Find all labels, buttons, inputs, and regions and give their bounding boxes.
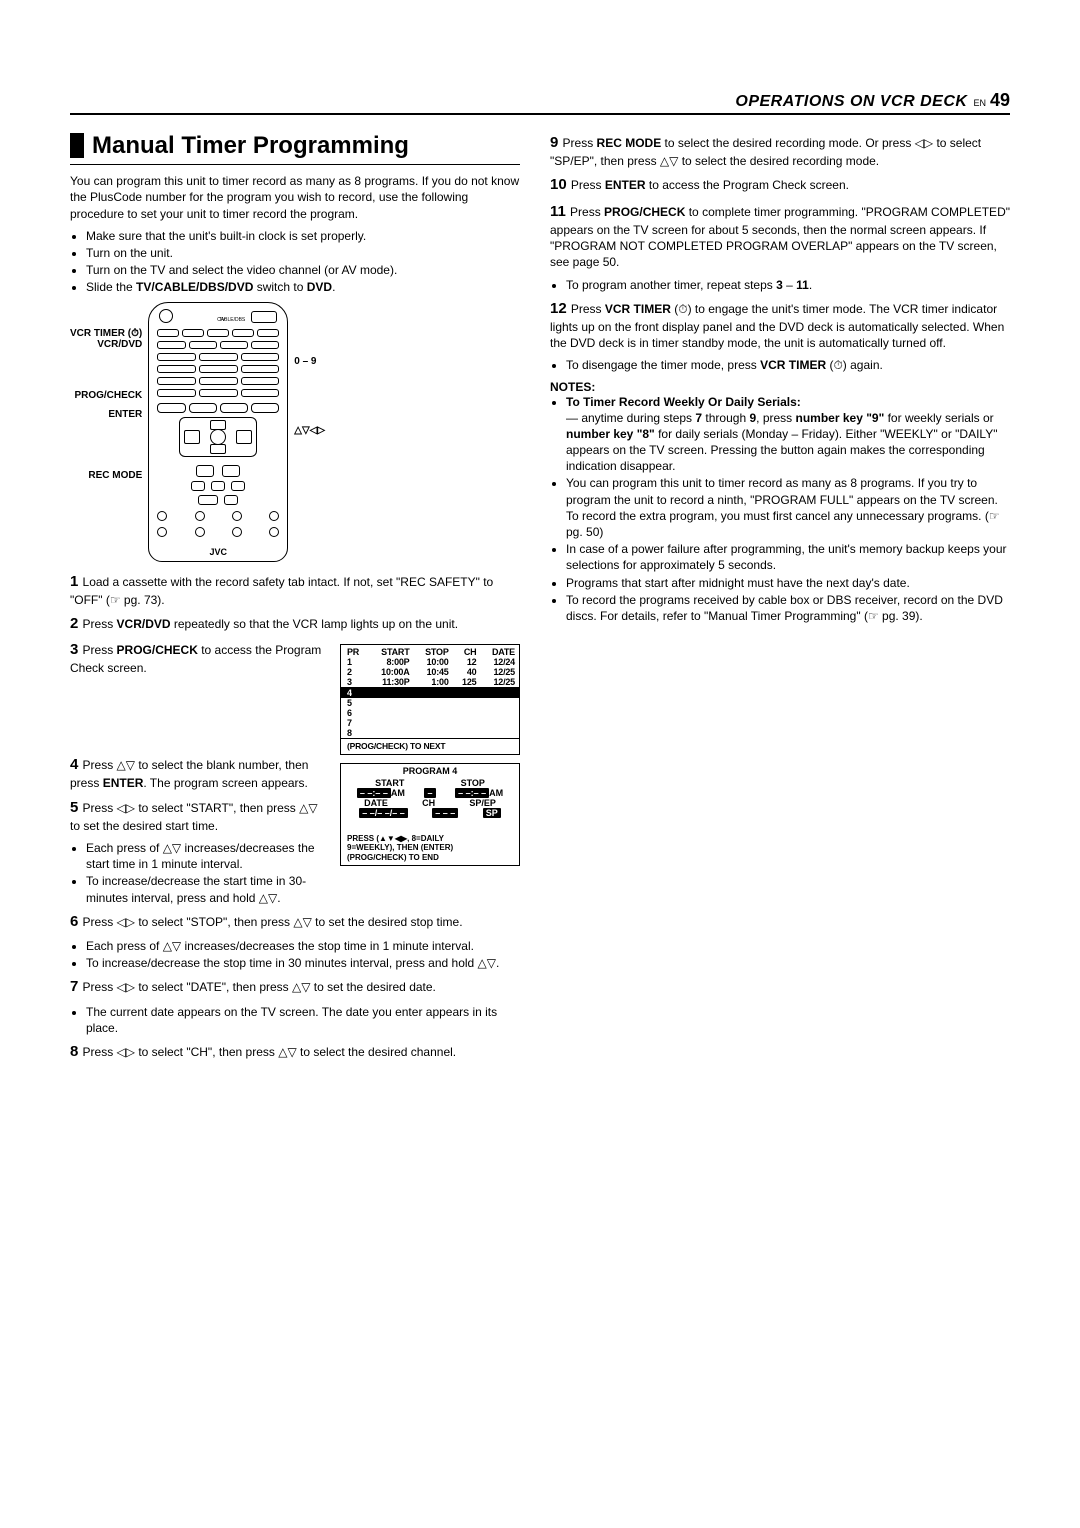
step-3: 3 Press PROG/CHECK to access the Program… bbox=[70, 640, 330, 676]
precheck-item: Turn on the unit. bbox=[86, 245, 520, 261]
note-item: Programs that start after midnight must … bbox=[566, 575, 1010, 591]
title-rule bbox=[70, 164, 520, 165]
section-title: OPERATIONS ON VCR DECK bbox=[735, 93, 967, 111]
remote-label: ENTER bbox=[70, 409, 142, 420]
note-item: To record the programs received by cable… bbox=[566, 592, 1010, 624]
page-number: 49 bbox=[990, 90, 1010, 111]
article-title: Manual Timer Programming bbox=[70, 133, 520, 158]
step-7-bullets: The current date appears on the TV scree… bbox=[70, 1004, 520, 1036]
step-8: 8 Press ◁▷ to select "CH", then press △▽… bbox=[70, 1042, 520, 1062]
step-4: 4 Press △▽ to select the blank number, t… bbox=[70, 755, 330, 791]
precheck-item: Turn on the TV and select the video chan… bbox=[86, 262, 520, 278]
step-5: 5 Press ◁▷ to select "START", then press… bbox=[70, 798, 330, 834]
note-item: You can program this unit to timer recor… bbox=[566, 475, 1010, 540]
program-screen-osd: PROGRAM 4 STARTSTOP – –:– –AM – – –:– –A… bbox=[340, 763, 520, 866]
remote-label: 0 – 9 bbox=[294, 356, 325, 367]
remote-label: PROG/CHECK bbox=[70, 390, 142, 401]
remote-illustration: VCR TIMER (⏱) VCR/DVD PROG/CHECK ENTER R… bbox=[70, 302, 520, 562]
right-column: 9 Press REC MODE to select the desired r… bbox=[550, 133, 1010, 1068]
remote-label: REC MODE bbox=[70, 470, 142, 481]
step-11: 11 Press PROG/CHECK to complete timer pr… bbox=[550, 202, 1010, 271]
step-5-bullets: Each press of △▽ increases/decreases the… bbox=[70, 840, 330, 906]
step-9: 9 Press REC MODE to select the desired r… bbox=[550, 133, 1010, 169]
left-column: Manual Timer Programming You can program… bbox=[70, 133, 520, 1068]
note-item: In case of a power failure after program… bbox=[566, 541, 1010, 573]
step-2: 2 Press VCR/DVD repeatedly so that the V… bbox=[70, 614, 520, 634]
remote-brand: JVC bbox=[149, 547, 287, 557]
step-7: 7 Press ◁▷ to select "DATE", then press … bbox=[70, 977, 520, 997]
remote-label: VCR TIMER (⏱) bbox=[70, 328, 142, 339]
step-12: 12 Press VCR TIMER (⏱) to engage the uni… bbox=[550, 299, 1010, 352]
step-12-bullets: To disengage the timer mode, press VCR T… bbox=[550, 357, 1010, 373]
remote-label: △▽◁▷ bbox=[294, 425, 325, 436]
precheck-list: Make sure that the unit's built-in clock… bbox=[70, 228, 520, 296]
step-11-bullets: To program another timer, repeat steps 3… bbox=[550, 277, 1010, 293]
page-header: OPERATIONS ON VCR DECK EN 49 bbox=[70, 90, 1010, 115]
notes-list: To Timer Record Weekly Or Daily Serials:… bbox=[550, 394, 1010, 625]
step-6-bullets: Each press of △▽ increases/decreases the… bbox=[70, 938, 520, 971]
remote-tv-label: TV bbox=[219, 317, 225, 323]
header-lang: EN bbox=[973, 98, 986, 108]
remote-label: VCR/DVD bbox=[70, 339, 142, 350]
intro-paragraph: You can program this unit to timer recor… bbox=[70, 173, 520, 222]
step-10: 10 Press ENTER to access the Program Che… bbox=[550, 175, 1010, 195]
notes-heading: NOTES: bbox=[550, 380, 1010, 394]
program-check-osd: PRSTARTSTOPCHDATE 18:00P10:001212/24 210… bbox=[340, 644, 520, 755]
note-item: To Timer Record Weekly Or Daily Serials:… bbox=[566, 394, 1010, 475]
precheck-item: Slide the TV/CABLE/DBS/DVD switch to DVD… bbox=[86, 279, 520, 295]
precheck-item: Make sure that the unit's built-in clock… bbox=[86, 228, 520, 244]
step-6: 6 Press ◁▷ to select "STOP", then press … bbox=[70, 912, 520, 932]
step-1: 1 Load a cassette with the record safety… bbox=[70, 572, 520, 608]
